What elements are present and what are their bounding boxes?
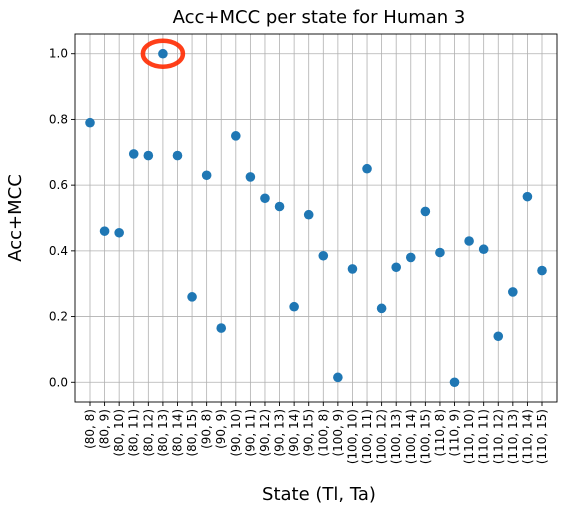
x-tick-label: (90, 13) bbox=[273, 409, 287, 457]
data-point bbox=[391, 262, 401, 273]
plot-frame bbox=[74, 33, 558, 403]
data-point bbox=[376, 303, 387, 314]
x-tick-label: (100, 15) bbox=[418, 409, 432, 464]
data-point bbox=[478, 244, 489, 255]
data-point bbox=[435, 247, 445, 258]
x-tick-label: (110, 12) bbox=[491, 409, 505, 464]
x-tick-label: (100, 13) bbox=[389, 409, 403, 464]
x-tick-label: (100, 14) bbox=[404, 409, 418, 464]
x-tick-label: (90, 15) bbox=[302, 409, 316, 457]
data-point bbox=[303, 209, 314, 220]
x-tick-label: (110, 10) bbox=[462, 409, 476, 464]
x-axis-label: State (Tl, Ta) bbox=[262, 484, 376, 505]
x-tick-label: (80, 10) bbox=[112, 409, 126, 457]
x-tick-label: (80, 9) bbox=[98, 409, 112, 449]
x-tick-label: (90, 8) bbox=[200, 409, 214, 449]
data-point bbox=[347, 264, 358, 274]
data-point bbox=[99, 226, 110, 236]
x-tick-label: (110, 9) bbox=[448, 409, 462, 457]
highlight-layer bbox=[140, 38, 186, 69]
y-tick-label: 0.0 bbox=[49, 375, 68, 389]
data-point bbox=[216, 323, 227, 333]
data-point bbox=[420, 206, 431, 217]
data-point bbox=[449, 377, 460, 388]
x-tick-label: (80, 12) bbox=[141, 409, 155, 457]
data-point bbox=[537, 265, 547, 276]
x-tick-label: (80, 11) bbox=[127, 409, 141, 457]
data-point bbox=[522, 191, 533, 202]
y-tick-label: 0.6 bbox=[49, 178, 68, 192]
data-point bbox=[289, 301, 299, 312]
data-point bbox=[508, 287, 518, 297]
x-tick-label: (90, 9) bbox=[214, 409, 228, 449]
data-point bbox=[260, 193, 270, 204]
x-axis-ticks: (80, 8) (80, 9) (80, 10) (80, 11) (80, 12) (8… bbox=[83, 402, 549, 464]
data-point bbox=[114, 227, 124, 238]
data-point bbox=[231, 131, 241, 141]
data-point bbox=[405, 252, 416, 263]
grid-layer bbox=[75, 34, 557, 402]
data-points bbox=[85, 48, 547, 388]
y-axis-ticks: 0.0 0.2 0.4 0.6 0.8 1.0 bbox=[49, 47, 75, 389]
x-tick-label: (100, 9) bbox=[331, 409, 345, 457]
x-tick-label: (110, 14) bbox=[520, 409, 534, 464]
data-point bbox=[318, 250, 329, 261]
x-tick-label: (110, 8) bbox=[433, 409, 447, 457]
data-point bbox=[245, 172, 256, 182]
data-point bbox=[158, 48, 168, 59]
data-point bbox=[362, 163, 372, 174]
data-point bbox=[143, 150, 154, 161]
data-point bbox=[201, 170, 212, 181]
highlight-ring bbox=[140, 38, 186, 69]
x-tick-label: (80, 13) bbox=[156, 409, 170, 457]
data-point bbox=[172, 150, 183, 161]
x-tick-label: (90, 11) bbox=[243, 409, 257, 457]
x-tick-label: (100, 10) bbox=[345, 409, 359, 464]
x-tick-label: (90, 10) bbox=[229, 409, 243, 457]
data-point bbox=[187, 292, 197, 302]
data-point bbox=[85, 117, 95, 128]
y-tick-label: 1.0 bbox=[49, 47, 68, 61]
x-tick-label: (80, 8) bbox=[83, 409, 97, 449]
y-axis-label: Acc+MCC bbox=[5, 174, 26, 262]
data-point bbox=[493, 331, 504, 342]
data-point bbox=[274, 201, 285, 212]
y-tick-label: 0.8 bbox=[49, 112, 68, 126]
x-tick-label: (110, 15) bbox=[535, 409, 549, 464]
x-tick-label: (100, 11) bbox=[360, 409, 374, 464]
chart-title: Acc+MCC per state for Human 3 bbox=[173, 7, 466, 28]
x-tick-label: (110, 13) bbox=[506, 409, 520, 464]
data-point bbox=[333, 372, 343, 383]
data-point bbox=[464, 236, 474, 246]
y-tick-label: 0.4 bbox=[49, 244, 68, 258]
x-tick-label: (90, 14) bbox=[287, 409, 301, 457]
x-tick-label: (110, 11) bbox=[477, 409, 491, 464]
x-tick-label: (80, 15) bbox=[185, 409, 199, 457]
x-tick-label: (90, 12) bbox=[258, 409, 272, 457]
x-tick-label: (80, 14) bbox=[170, 409, 184, 457]
y-tick-label: 0.2 bbox=[49, 310, 68, 324]
axes-frame bbox=[74, 33, 558, 403]
data-point bbox=[128, 149, 139, 159]
x-tick-label: (100, 12) bbox=[375, 409, 389, 464]
x-tick-label: (100, 8) bbox=[316, 409, 330, 457]
